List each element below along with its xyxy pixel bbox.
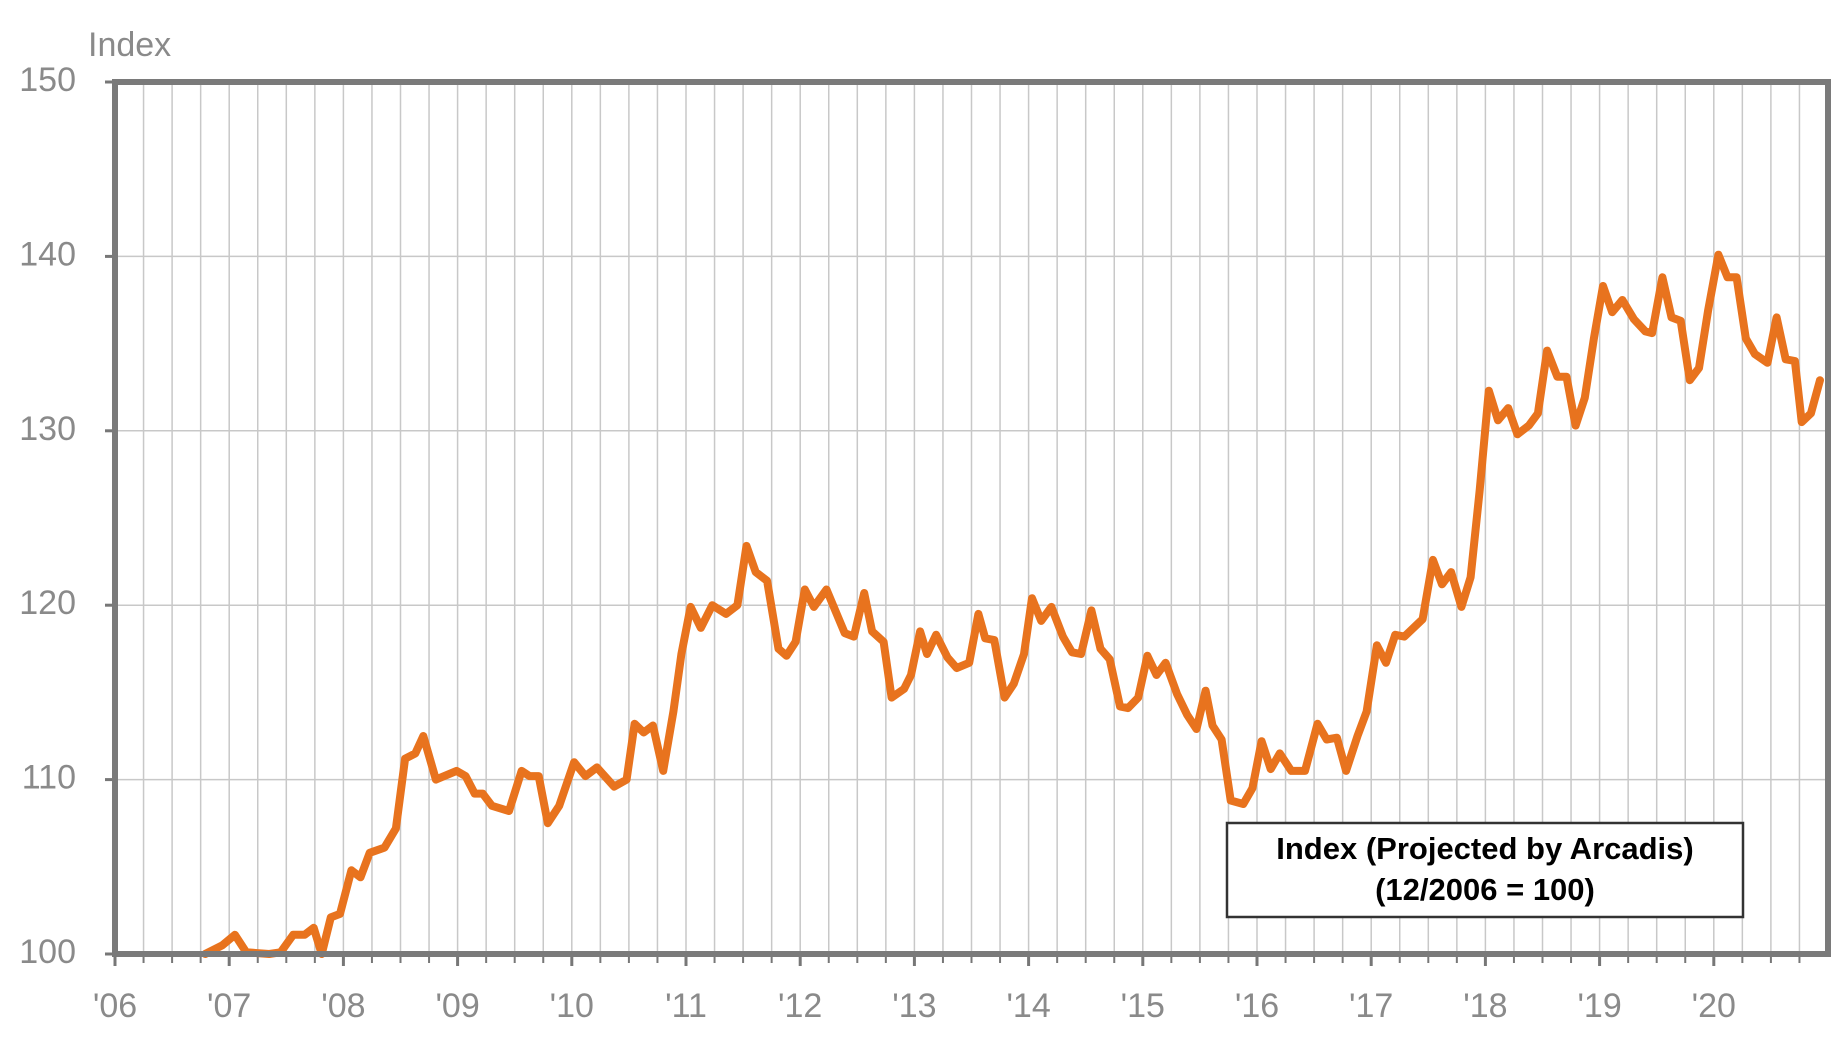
y-tick-label: 150 xyxy=(19,61,76,99)
data-line xyxy=(201,250,1824,958)
x-tick-label: '14 xyxy=(1006,987,1050,1025)
legend: Index (Projected by Arcadis) (12/2006 = 1… xyxy=(1225,821,1745,919)
x-tick-label: '19 xyxy=(1577,987,1621,1025)
y-tick-label: 140 xyxy=(19,235,76,273)
x-tick-label: '18 xyxy=(1463,987,1507,1025)
x-tick-label: '20 xyxy=(1692,987,1736,1025)
x-tick-label: '07 xyxy=(207,987,251,1025)
legend-subtitle: (12/2006 = 100) xyxy=(1375,872,1595,907)
x-tick-label: '17 xyxy=(1349,987,1393,1025)
legend-label: Index (Projected by Arcadis) xyxy=(1276,831,1693,866)
legend-box xyxy=(1225,821,1745,919)
x-tick-label: '15 xyxy=(1121,987,1165,1025)
x-tick-label: '16 xyxy=(1235,987,1279,1025)
x-tick-label: '12 xyxy=(778,987,822,1025)
x-tick-label: '10 xyxy=(550,987,594,1025)
y-tick-label: 120 xyxy=(19,584,76,622)
y-axis-label: Index xyxy=(88,26,171,64)
plot-border xyxy=(112,79,1831,957)
x-tick-label: '06 xyxy=(93,987,137,1025)
x-tick-label: '09 xyxy=(435,987,479,1025)
y-tick-label: 130 xyxy=(19,410,76,448)
x-tick-label: '11 xyxy=(665,987,707,1025)
y-tick-label: 100 xyxy=(19,933,76,971)
y-tick-label: 110 xyxy=(22,759,76,797)
x-tick-label: '13 xyxy=(892,987,936,1025)
x-tick-label: '08 xyxy=(321,987,365,1025)
